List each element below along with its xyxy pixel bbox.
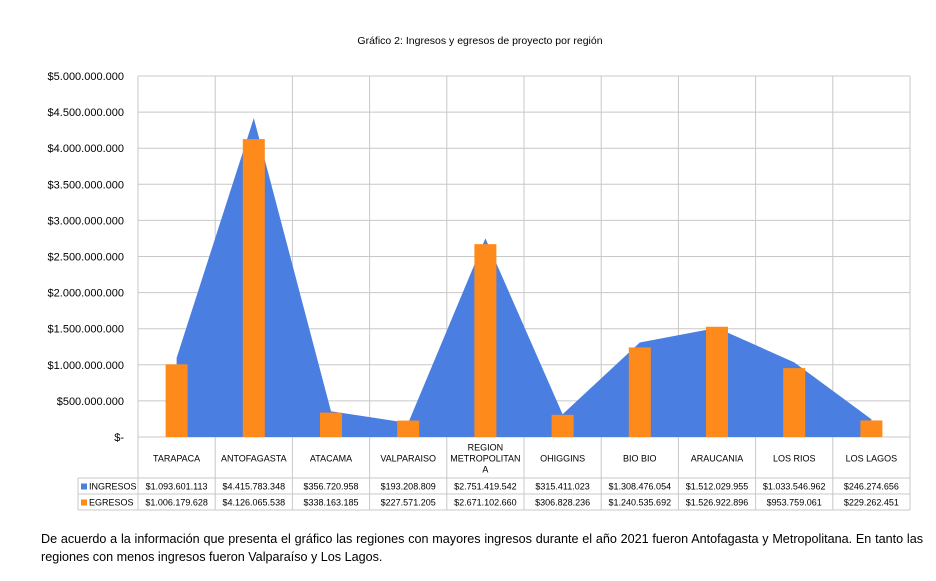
bar-egresos	[165, 364, 188, 437]
data-label-egresos: $338.163.185	[303, 498, 358, 508]
bar-egresos	[474, 244, 497, 437]
category-label: METROPOLITAN	[450, 454, 520, 464]
series-area-ingresos	[176, 118, 872, 437]
data-label-egresos: $306.828.236	[535, 498, 590, 508]
data-label-egresos: $4.126.065.538	[223, 498, 286, 508]
legend-label-ingresos: INGRESOS	[89, 482, 137, 492]
data-label-ingresos: $4.415.783.348	[223, 482, 286, 492]
y-tick-label: $2.000.000.000	[48, 288, 124, 300]
category-label: TARAPACA	[153, 454, 200, 464]
data-label-ingresos: $1.308.476.054	[609, 482, 672, 492]
category-label: LOS RIOS	[773, 454, 816, 464]
category-label: A	[482, 465, 488, 475]
category-label: OHIGGINS	[540, 454, 585, 464]
bar-egresos	[551, 414, 574, 437]
data-table: TARAPACA ANTOFAGASTA ATACAMA VALPARAISO REGI…	[77, 437, 911, 511]
category-label: ATACAMA	[310, 454, 352, 464]
y-tick-label: $1.500.000.000	[48, 324, 124, 336]
bar-egresos	[320, 412, 342, 437]
data-label-egresos: $2.671.102.660	[454, 498, 517, 508]
data-label-egresos: $227.571.205	[381, 498, 436, 508]
legend-key-egresos	[81, 499, 87, 506]
data-label-ingresos: $315.411.023	[535, 482, 589, 492]
data-label-egresos: $229.262.451	[844, 498, 899, 508]
data-label-ingresos: $1.093.601.113	[146, 482, 208, 492]
plot-area: $- $500.000.000 $1.000.000.000 $1.500.000.0…	[48, 71, 911, 444]
y-tick-label: $3.000.000.000	[48, 215, 124, 227]
data-label-ingresos: $1.033.546.962	[763, 482, 826, 492]
category-label: ANTOFAGASTA	[221, 454, 287, 464]
y-tick-label: $-	[114, 432, 124, 444]
y-tick-label: $4.000.000.000	[48, 143, 124, 155]
y-tick-label: $2.500.000.000	[48, 252, 124, 264]
category-label: BIO BIO	[623, 454, 657, 464]
data-label-ingresos: $246.274.656	[844, 482, 899, 492]
data-label-ingresos: $1.512.029.955	[686, 482, 749, 492]
y-tick-label: $5.000.000.000	[48, 71, 124, 83]
chart-title: Gráfico 2: Ingresos y egresos de proyect…	[357, 35, 602, 47]
y-tick-label: $4.500.000.000	[48, 107, 124, 119]
category-label: VALPARAISO	[380, 454, 436, 464]
caption-paragraph: De acuerdo a la información que presenta…	[41, 532, 923, 564]
data-label-egresos: $1.240.535.692	[609, 498, 672, 508]
data-label-ingresos: $193.208.809	[381, 482, 436, 492]
data-label-egresos: $953.759.061	[767, 498, 822, 508]
y-tick-label: $1.000.000.000	[48, 360, 124, 372]
bar-egresos	[242, 139, 265, 437]
category-label: REGION	[468, 443, 504, 453]
bar-egresos	[860, 420, 883, 437]
category-label: ARAUCANIA	[691, 454, 744, 464]
y-tick-label: $3.500.000.000	[48, 179, 124, 191]
legend-key-ingresos	[81, 483, 87, 490]
y-tick-label: $500.000.000	[57, 396, 124, 408]
bar-egresos	[783, 368, 806, 437]
bar-egresos	[628, 347, 651, 437]
bar-egresos	[397, 420, 420, 437]
chart: Gráfico 2: Ingresos y egresos de proyect…	[48, 35, 911, 511]
data-label-egresos: $1.006.179.628	[145, 498, 208, 508]
data-label-ingresos: $2.751.419.542	[454, 482, 517, 492]
data-label-ingresos: $356.720.958	[303, 482, 358, 492]
legend-label-egresos: EGRESOS	[89, 498, 134, 508]
bar-egresos	[706, 326, 728, 437]
data-label-egresos: $1.526.922.896	[686, 498, 749, 508]
category-label: LOS LAGOS	[846, 454, 898, 464]
